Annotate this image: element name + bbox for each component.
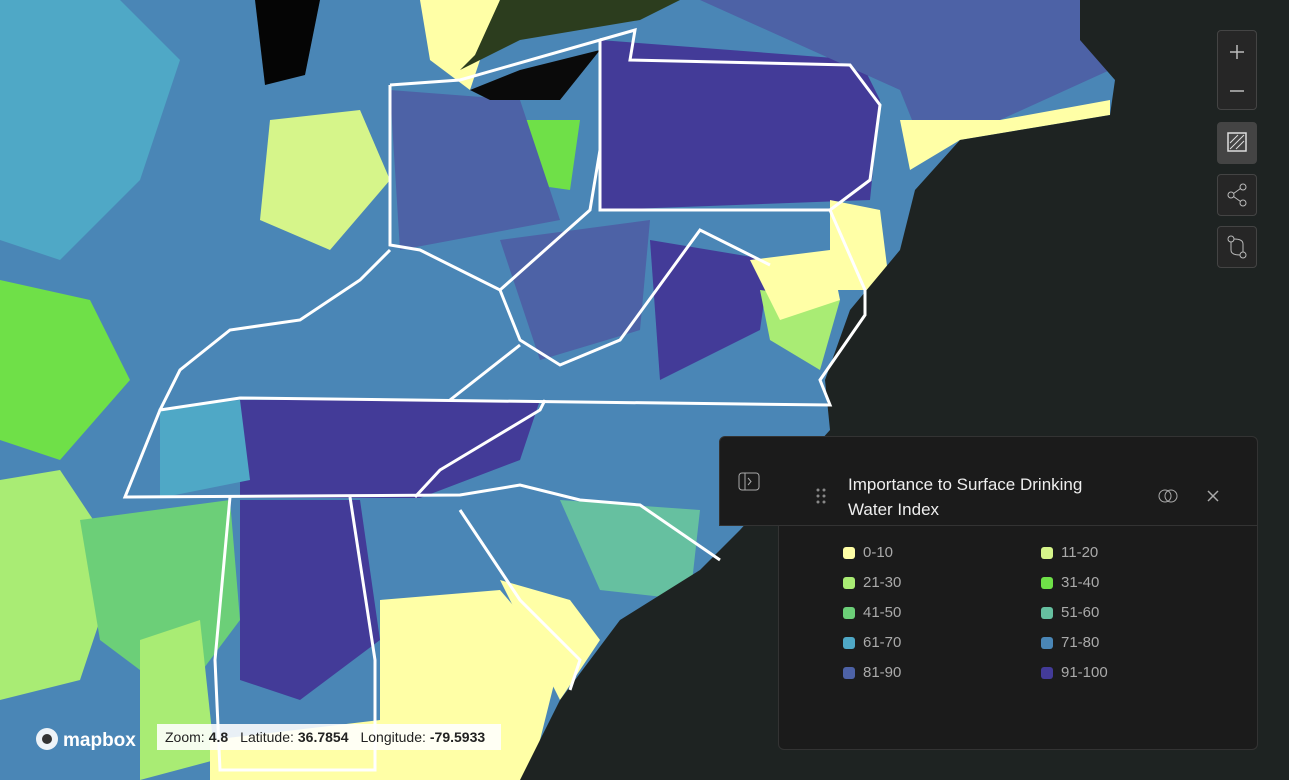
zoom-icons	[1230, 45, 1244, 92]
mapbox-logo: mapbox	[36, 728, 136, 751]
drag-handle[interactable]	[815, 487, 827, 507]
zoom-label: Zoom:	[165, 729, 205, 745]
legend-label: 21-30	[863, 574, 902, 591]
icon	[1227, 235, 1247, 259]
legend-swatch	[1041, 606, 1053, 619]
legend-header	[719, 436, 1258, 526]
legend-item: 21-30	[843, 574, 901, 591]
latitude-value: 36.7854	[297, 729, 349, 745]
collapse-button[interactable]	[736, 467, 766, 497]
legend-item: 71-80	[1041, 634, 1099, 651]
longitude-label: Longitude:	[360, 729, 426, 745]
attribution: mapbox	[63, 730, 136, 751]
icon	[1227, 183, 1247, 207]
legend-swatch	[843, 576, 855, 589]
legend-item: 11-20	[1041, 544, 1098, 561]
legend-label: 61-70	[863, 634, 902, 651]
legend-label: 81-90	[863, 664, 902, 681]
legend-swatch	[843, 546, 855, 559]
opacity-button[interactable]	[1156, 484, 1180, 508]
share-button[interactable]	[1217, 174, 1257, 216]
legend-swatch	[1041, 666, 1053, 679]
legend-item: 91-100	[1041, 664, 1108, 681]
route-button[interactable]	[1217, 226, 1257, 268]
legend-label: 91-100	[1061, 664, 1108, 681]
status-bar: Zoom: 4.8 Latitude: 36.7854 Longitude: -79.…	[157, 724, 502, 750]
state-borders	[122, 27, 882, 772]
zoom-value: 4.8	[208, 729, 229, 745]
draw-area-button[interactable]	[1217, 122, 1257, 164]
legend-item: 31-40	[1041, 574, 1099, 591]
legend-label: 51-60	[1061, 604, 1100, 621]
longitude-value: -79.5933	[429, 729, 486, 745]
legend-swatch	[1041, 576, 1053, 589]
icon	[1227, 132, 1247, 152]
close-button[interactable]	[1201, 484, 1225, 508]
legend-item: 41-50	[843, 604, 901, 621]
legend-panel	[778, 526, 1258, 750]
zoom-control	[1217, 30, 1257, 110]
legend-swatch	[843, 606, 855, 619]
legend-swatch	[1041, 546, 1053, 559]
legend-item: 51-60	[1041, 604, 1099, 621]
legend-item: 81-90	[843, 664, 901, 681]
legend-swatch	[843, 636, 855, 649]
legend-swatch	[1041, 636, 1053, 649]
legend-swatch	[843, 666, 855, 679]
legend-label: 11-20	[1061, 544, 1099, 561]
legend-label: 31-40	[1061, 574, 1100, 591]
legend-label: 41-50	[863, 604, 902, 621]
legend-label: 71-80	[1061, 634, 1100, 651]
legend-title: Importance to Surface Drinking Water Ind…	[848, 475, 1083, 519]
legend-label: 0-10	[863, 544, 894, 561]
legend-item: 0-10	[843, 544, 893, 561]
legend-item: 61-70	[843, 634, 901, 651]
latitude-label: Latitude:	[240, 729, 294, 745]
